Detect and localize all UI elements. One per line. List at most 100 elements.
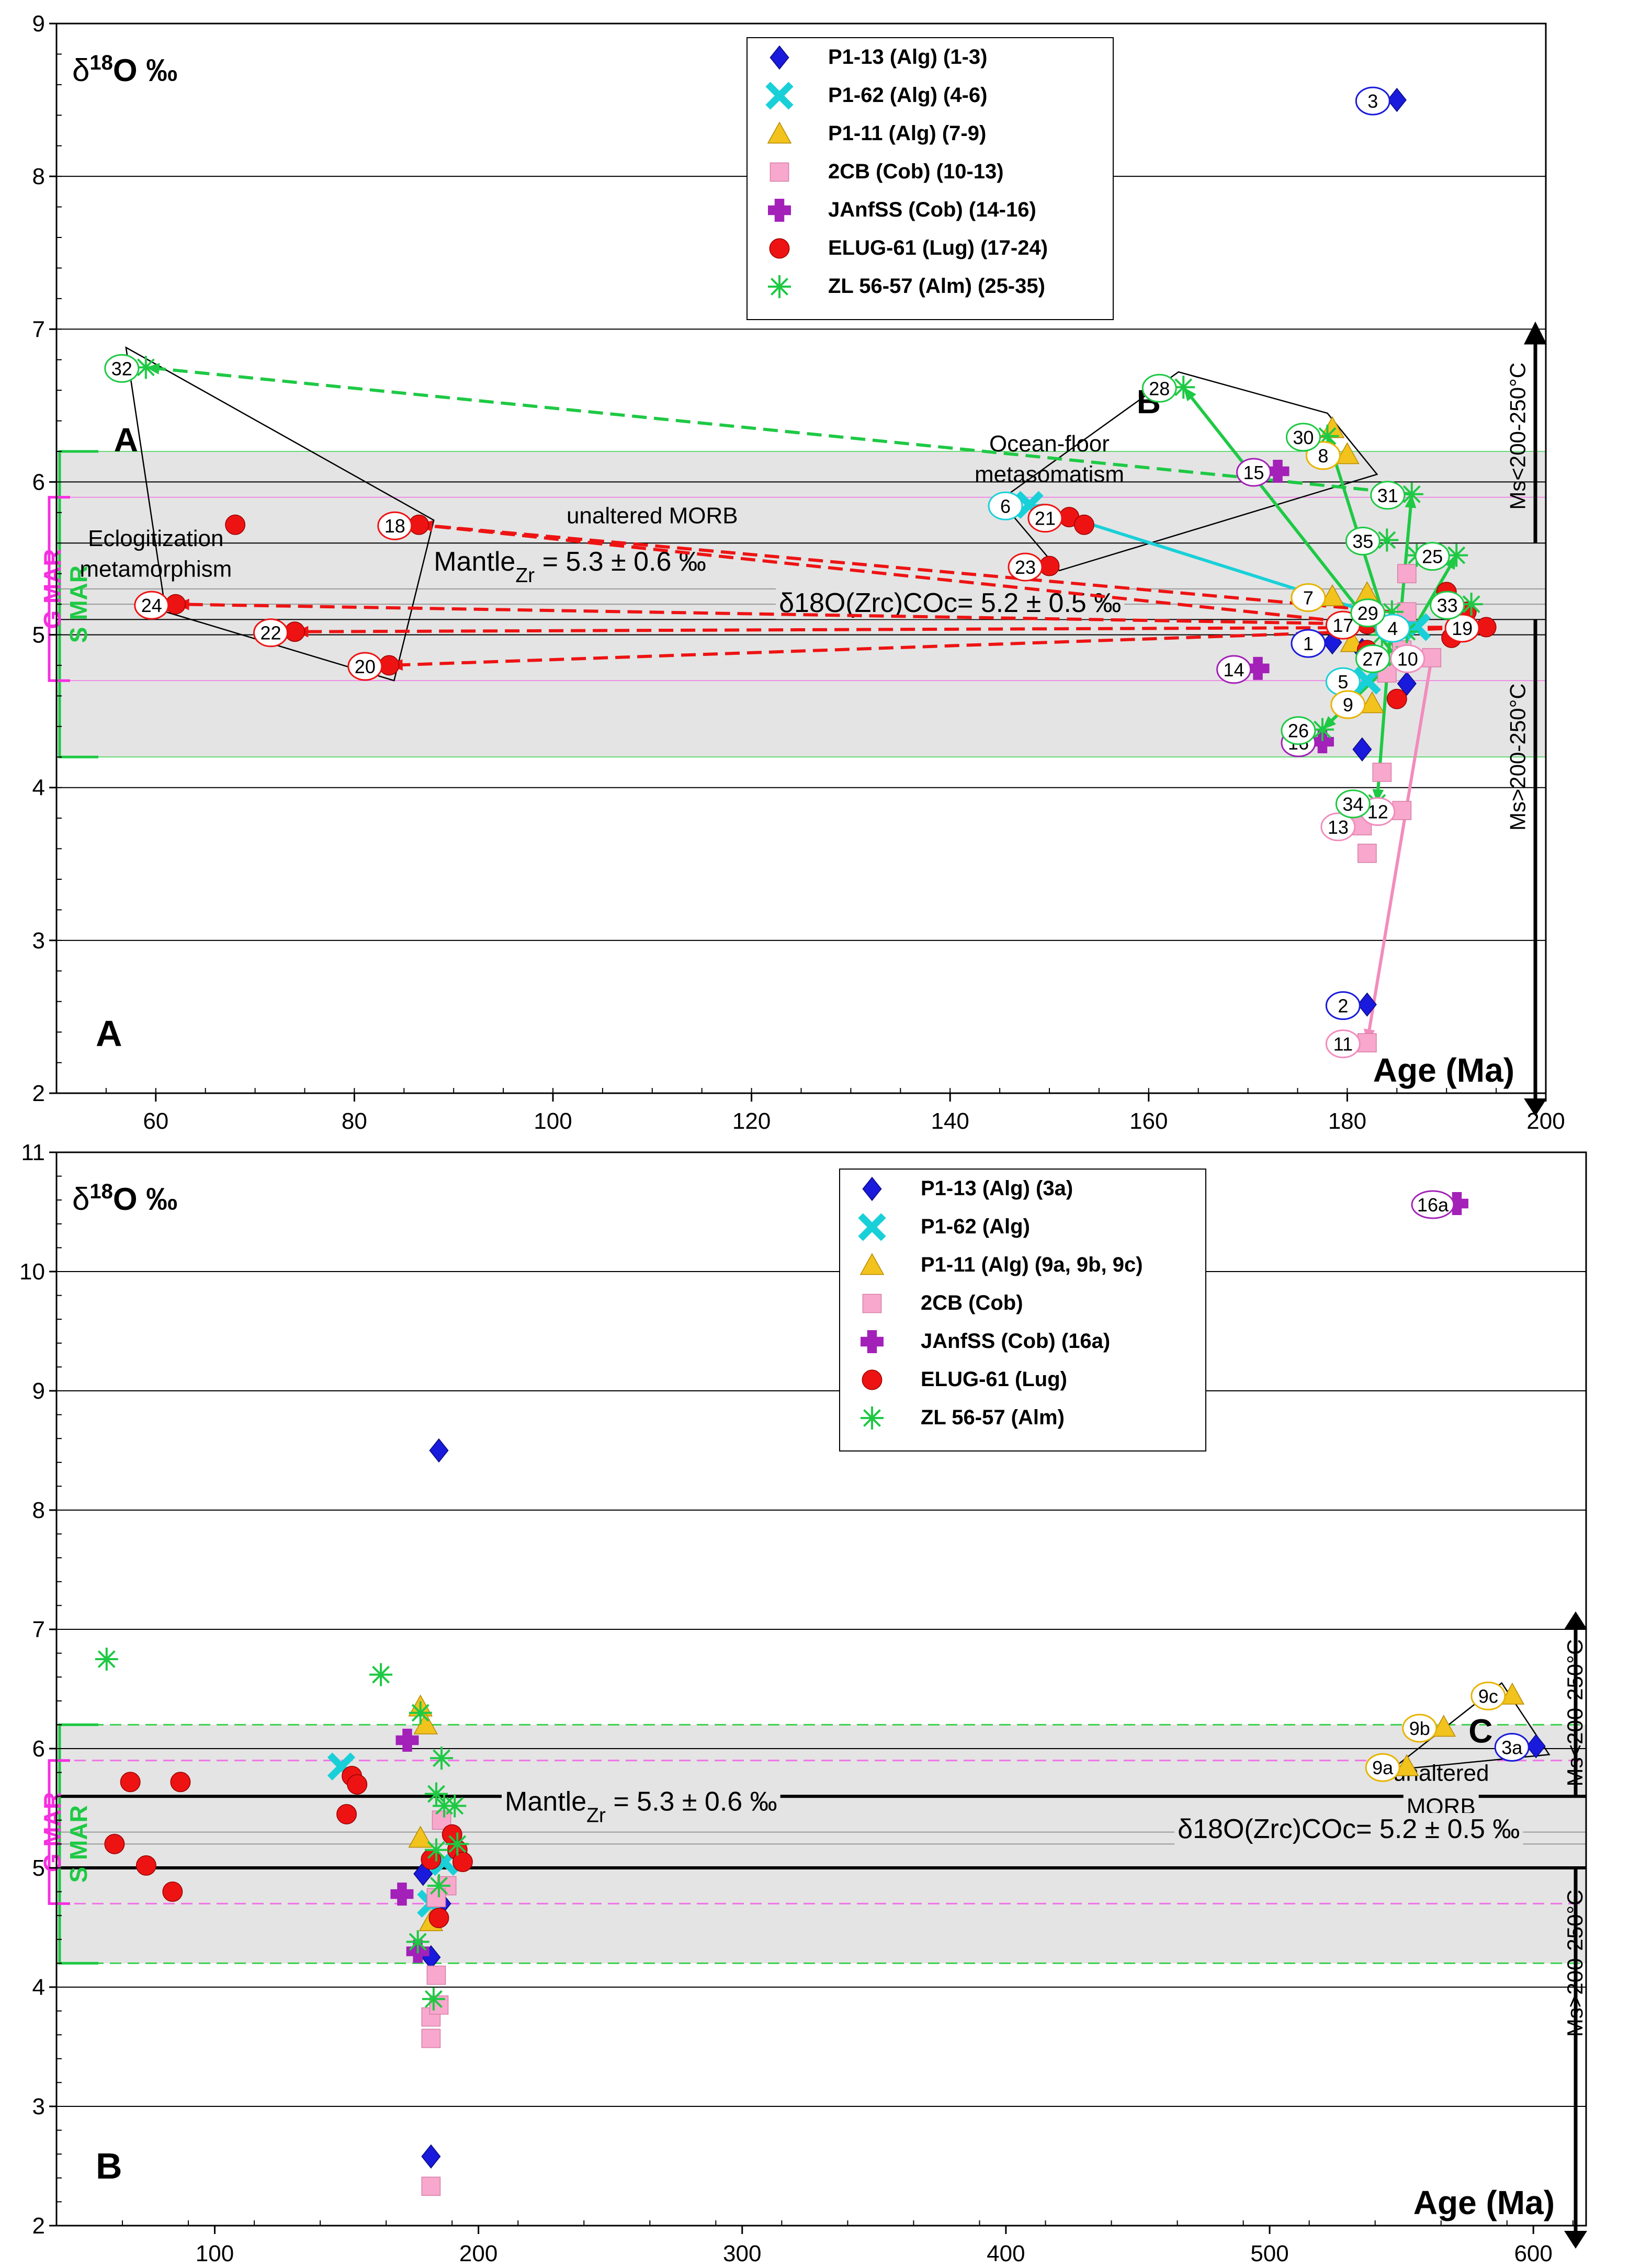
point-label: 9a bbox=[1372, 1757, 1394, 1778]
annotation-label: δ18O(Zrc)COc= 5.2 ± 0.5 ‰ bbox=[1178, 1814, 1520, 1844]
data-point bbox=[452, 1852, 473, 1873]
data-point bbox=[1310, 718, 1334, 741]
smar-label: S MAR bbox=[65, 1805, 92, 1883]
data-point bbox=[1357, 992, 1377, 1017]
panel-label: A bbox=[96, 1013, 122, 1054]
point-label: 33 bbox=[1437, 595, 1458, 616]
x-tick-label: 300 bbox=[723, 2241, 761, 2266]
legend-entry: ELUG-61 (Lug) bbox=[921, 1368, 1067, 1391]
data-point bbox=[426, 1888, 446, 1908]
y-tick-label: 11 bbox=[21, 1140, 45, 1165]
point-label: 29 bbox=[1358, 603, 1378, 624]
point-label: 34 bbox=[1342, 793, 1363, 815]
data-point bbox=[430, 1747, 454, 1770]
legend-entry: P1-13 (Alg) (1-3) bbox=[828, 46, 988, 69]
data-point bbox=[1445, 1192, 1468, 1216]
label-bg bbox=[563, 502, 741, 530]
data-point bbox=[1073, 514, 1094, 535]
gmar-label: G MAR bbox=[39, 549, 66, 629]
point-label-ring bbox=[1291, 629, 1326, 658]
data-point bbox=[1445, 543, 1468, 567]
point-label: 4 bbox=[1387, 618, 1398, 639]
data-point bbox=[427, 1874, 450, 1898]
point-label: 12 bbox=[1367, 801, 1388, 823]
data-point bbox=[1431, 1715, 1456, 1737]
annotation-label: metamorphism bbox=[80, 557, 232, 582]
green-dashed-trajectory-arrow-head bbox=[145, 363, 160, 375]
gmar-bracket bbox=[48, 496, 70, 682]
ms-threshold-label: Ms<200-250°C bbox=[1506, 362, 1530, 510]
ms-high-arrow-head bbox=[1524, 1098, 1547, 1116]
point-label: 23 bbox=[1015, 557, 1036, 578]
point-label: 22 bbox=[260, 622, 281, 644]
y-tick-label: 3 bbox=[32, 928, 45, 954]
data-point bbox=[1397, 671, 1417, 696]
x-tick-label: 160 bbox=[1129, 1108, 1168, 1134]
data-point bbox=[1358, 843, 1377, 863]
point-label: 24 bbox=[141, 595, 162, 616]
legend-marker bbox=[770, 162, 789, 182]
y-tick-label: 4 bbox=[32, 775, 45, 801]
y-tick-label: 3 bbox=[32, 2094, 45, 2119]
x-tick-label: 200 bbox=[1526, 1108, 1565, 1134]
data-point bbox=[428, 1908, 449, 1929]
data-point bbox=[421, 2028, 441, 2048]
data-point bbox=[1246, 656, 1270, 680]
legend-entry: JAnfSS (Cob) (16a) bbox=[921, 1330, 1110, 1353]
data-point bbox=[1392, 801, 1412, 820]
point-label-ring bbox=[1365, 1753, 1400, 1782]
point-label: 19 bbox=[1452, 618, 1473, 639]
data-point bbox=[347, 1774, 368, 1795]
point-label-ring bbox=[253, 618, 289, 648]
point-label-ring bbox=[1444, 614, 1480, 643]
ms-threshold-label: Ms>200-250°C bbox=[1506, 683, 1530, 831]
point-label-ring bbox=[1350, 598, 1386, 628]
point-label-ring bbox=[1355, 644, 1390, 673]
point-label-ring bbox=[1430, 591, 1465, 620]
data-point bbox=[1352, 737, 1372, 762]
x-tick-label: 80 bbox=[342, 1108, 367, 1134]
point-label: 13 bbox=[1328, 817, 1349, 838]
point-label: 15 bbox=[1243, 462, 1264, 483]
point-label-ring bbox=[1402, 1714, 1438, 1743]
legend-entry: ELUG-61 (Lug) (17-24) bbox=[828, 236, 1048, 259]
point-label-ring bbox=[1325, 1029, 1361, 1059]
legend-entry: P1-62 (Alg) (4-6) bbox=[828, 84, 988, 107]
point-label-ring bbox=[1355, 86, 1390, 116]
point-label-ring bbox=[1320, 812, 1356, 842]
legend-entry: ZL 56-57 (Alm) (25-35) bbox=[828, 275, 1045, 298]
point-label-ring bbox=[377, 511, 413, 540]
y-tick-label: 2 bbox=[32, 2213, 45, 2239]
data-point bbox=[421, 2176, 441, 2196]
point-label: 28 bbox=[1149, 378, 1170, 399]
y-tick-label: 6 bbox=[32, 1736, 45, 1762]
data-point bbox=[1387, 87, 1407, 112]
point-label-ring bbox=[1330, 690, 1366, 719]
point-label-ring bbox=[1285, 423, 1321, 452]
point-label-ring bbox=[1027, 504, 1063, 533]
legend-entry: P1-11 (Alg) (7-9) bbox=[828, 122, 986, 145]
data-point bbox=[1320, 584, 1345, 606]
y-tick-label: 9 bbox=[32, 1378, 45, 1404]
point-label: 2 bbox=[1338, 995, 1348, 1017]
data-point bbox=[1358, 1033, 1377, 1052]
region-label: A bbox=[114, 421, 138, 459]
data-point bbox=[135, 1855, 156, 1876]
point-label-ring bbox=[1411, 1190, 1455, 1219]
data-point bbox=[104, 1833, 125, 1854]
label-bg bbox=[431, 545, 709, 588]
data-point bbox=[1500, 1682, 1525, 1705]
point-label-ring bbox=[1375, 614, 1410, 643]
data-point bbox=[162, 1881, 183, 1902]
legend-marker bbox=[861, 1330, 884, 1353]
data-point bbox=[225, 514, 246, 535]
data-point bbox=[336, 1804, 357, 1824]
point-label-ring bbox=[134, 591, 169, 620]
point-label: 14 bbox=[1224, 659, 1245, 681]
legend-marker bbox=[862, 1294, 882, 1313]
legend-box bbox=[839, 1169, 1206, 1451]
ms-high-arrow-head bbox=[1564, 2231, 1587, 2249]
